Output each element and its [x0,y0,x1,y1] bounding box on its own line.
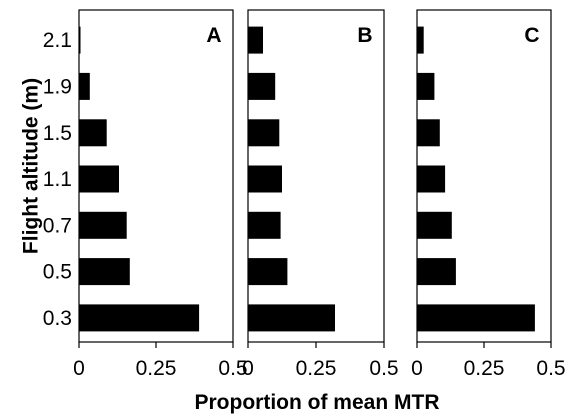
panel-c: 0 0.25 0.5 C [411,9,566,380]
bar-0.5 [417,258,456,286]
bar-1.9 [248,72,276,100]
bar-0.3 [79,304,200,332]
bar-1.5 [248,119,280,147]
y-tick-label: 1.9 [43,75,72,98]
bar-0.5 [79,258,130,286]
x-tick-label: 0.5 [369,357,398,380]
y-tick-label: 1.1 [43,168,72,191]
y-tick-label: 1.5 [43,122,72,145]
y-tick-label: 0.5 [43,261,72,284]
bar-1.1 [79,165,119,193]
y-axis-title: Flight altitude (m) [20,78,43,254]
bar-2.1 [79,26,81,54]
bar-2.1 [248,26,263,54]
x-axis-title: Proportion of mean MTR [195,391,440,414]
bar-0.3 [248,304,335,332]
x-tick-label: 0.25 [296,357,337,380]
x-tick-label: 0 [242,357,254,380]
bar-0.5 [248,258,288,286]
panel-letter: B [357,24,372,47]
x-tick-label: 0.5 [218,357,247,380]
chart-panels: 0.30.50.71.11.51.92.10 0.25 0.5A0 0.25 0.5B0… [43,9,566,380]
bar-1.9 [79,72,90,100]
bar-1.5 [79,119,107,147]
y-tick-label: 0.3 [43,307,72,330]
bar-1.1 [248,165,282,193]
bar-2.1 [417,26,424,54]
bar-0.7 [248,211,281,239]
bar-1.9 [417,72,435,100]
x-tick-label: 0 [73,357,85,380]
y-tick-label: 2.1 [43,29,72,52]
x-tick-label: 0.25 [464,357,505,380]
bar-0.7 [417,211,452,239]
panel-b: 0 0.25 0.5 B [242,9,399,380]
panel-a: 0.3 0.5 0.7 1.1 1.5 1.9 2.1 0 0.25 0.5 A [43,9,248,380]
x-tick-label: 0.5 [536,357,565,380]
bar-1.5 [417,119,440,147]
y-tick-label: 0.7 [43,214,72,237]
bar-1.1 [417,165,446,193]
panel-letter: A [206,24,221,47]
x-tick-label: 0.25 [136,357,177,380]
bar-0.7 [79,211,127,239]
panel-letter: C [524,24,539,47]
bar-0.3 [417,304,535,332]
x-tick-label: 0 [411,357,423,380]
